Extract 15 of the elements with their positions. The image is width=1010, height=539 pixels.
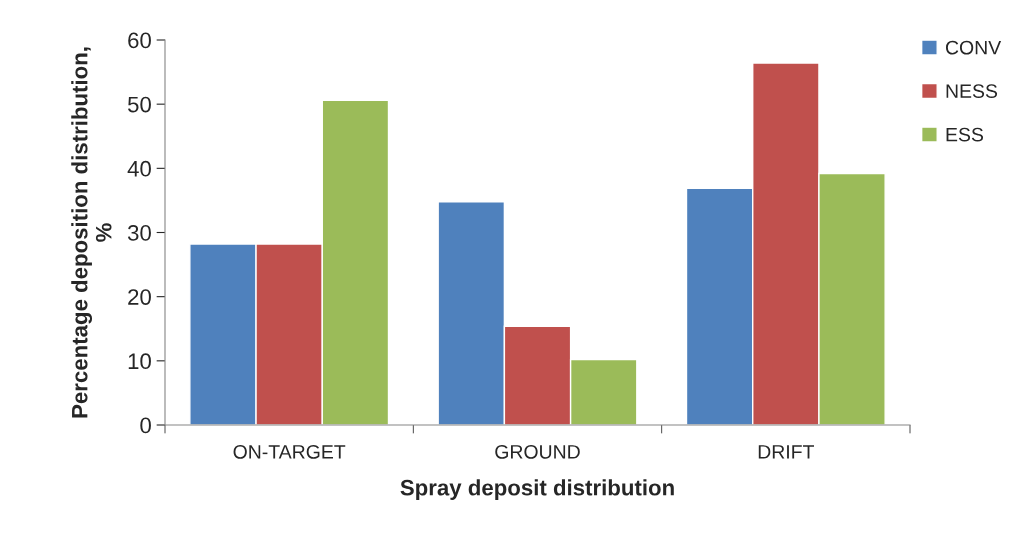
- x-axis-title: Spray deposit distribution: [400, 479, 674, 500]
- y-tick-label: 10: [128, 353, 151, 370]
- y-tick-label: 50: [127, 96, 151, 113]
- y-axis-title: Percentage deposition distribution, %: [71, 47, 112, 418]
- x-tick-label: DRIFT: [758, 445, 815, 459]
- x-tick-label: ON-TARGET: [233, 444, 346, 459]
- y-tick-label: 0: [140, 417, 151, 434]
- legend-label: CONV: [945, 40, 1002, 55]
- legend-label: ESS: [946, 127, 984, 142]
- y-tick-label: 30: [127, 225, 151, 241]
- x-tick-label: GROUND: [495, 444, 580, 459]
- y-tick-label: 40: [127, 160, 151, 177]
- legend-label: NESS: [946, 84, 998, 99]
- y-tick-label: 20: [128, 289, 151, 305]
- y-tick-label: 60: [128, 32, 151, 49]
